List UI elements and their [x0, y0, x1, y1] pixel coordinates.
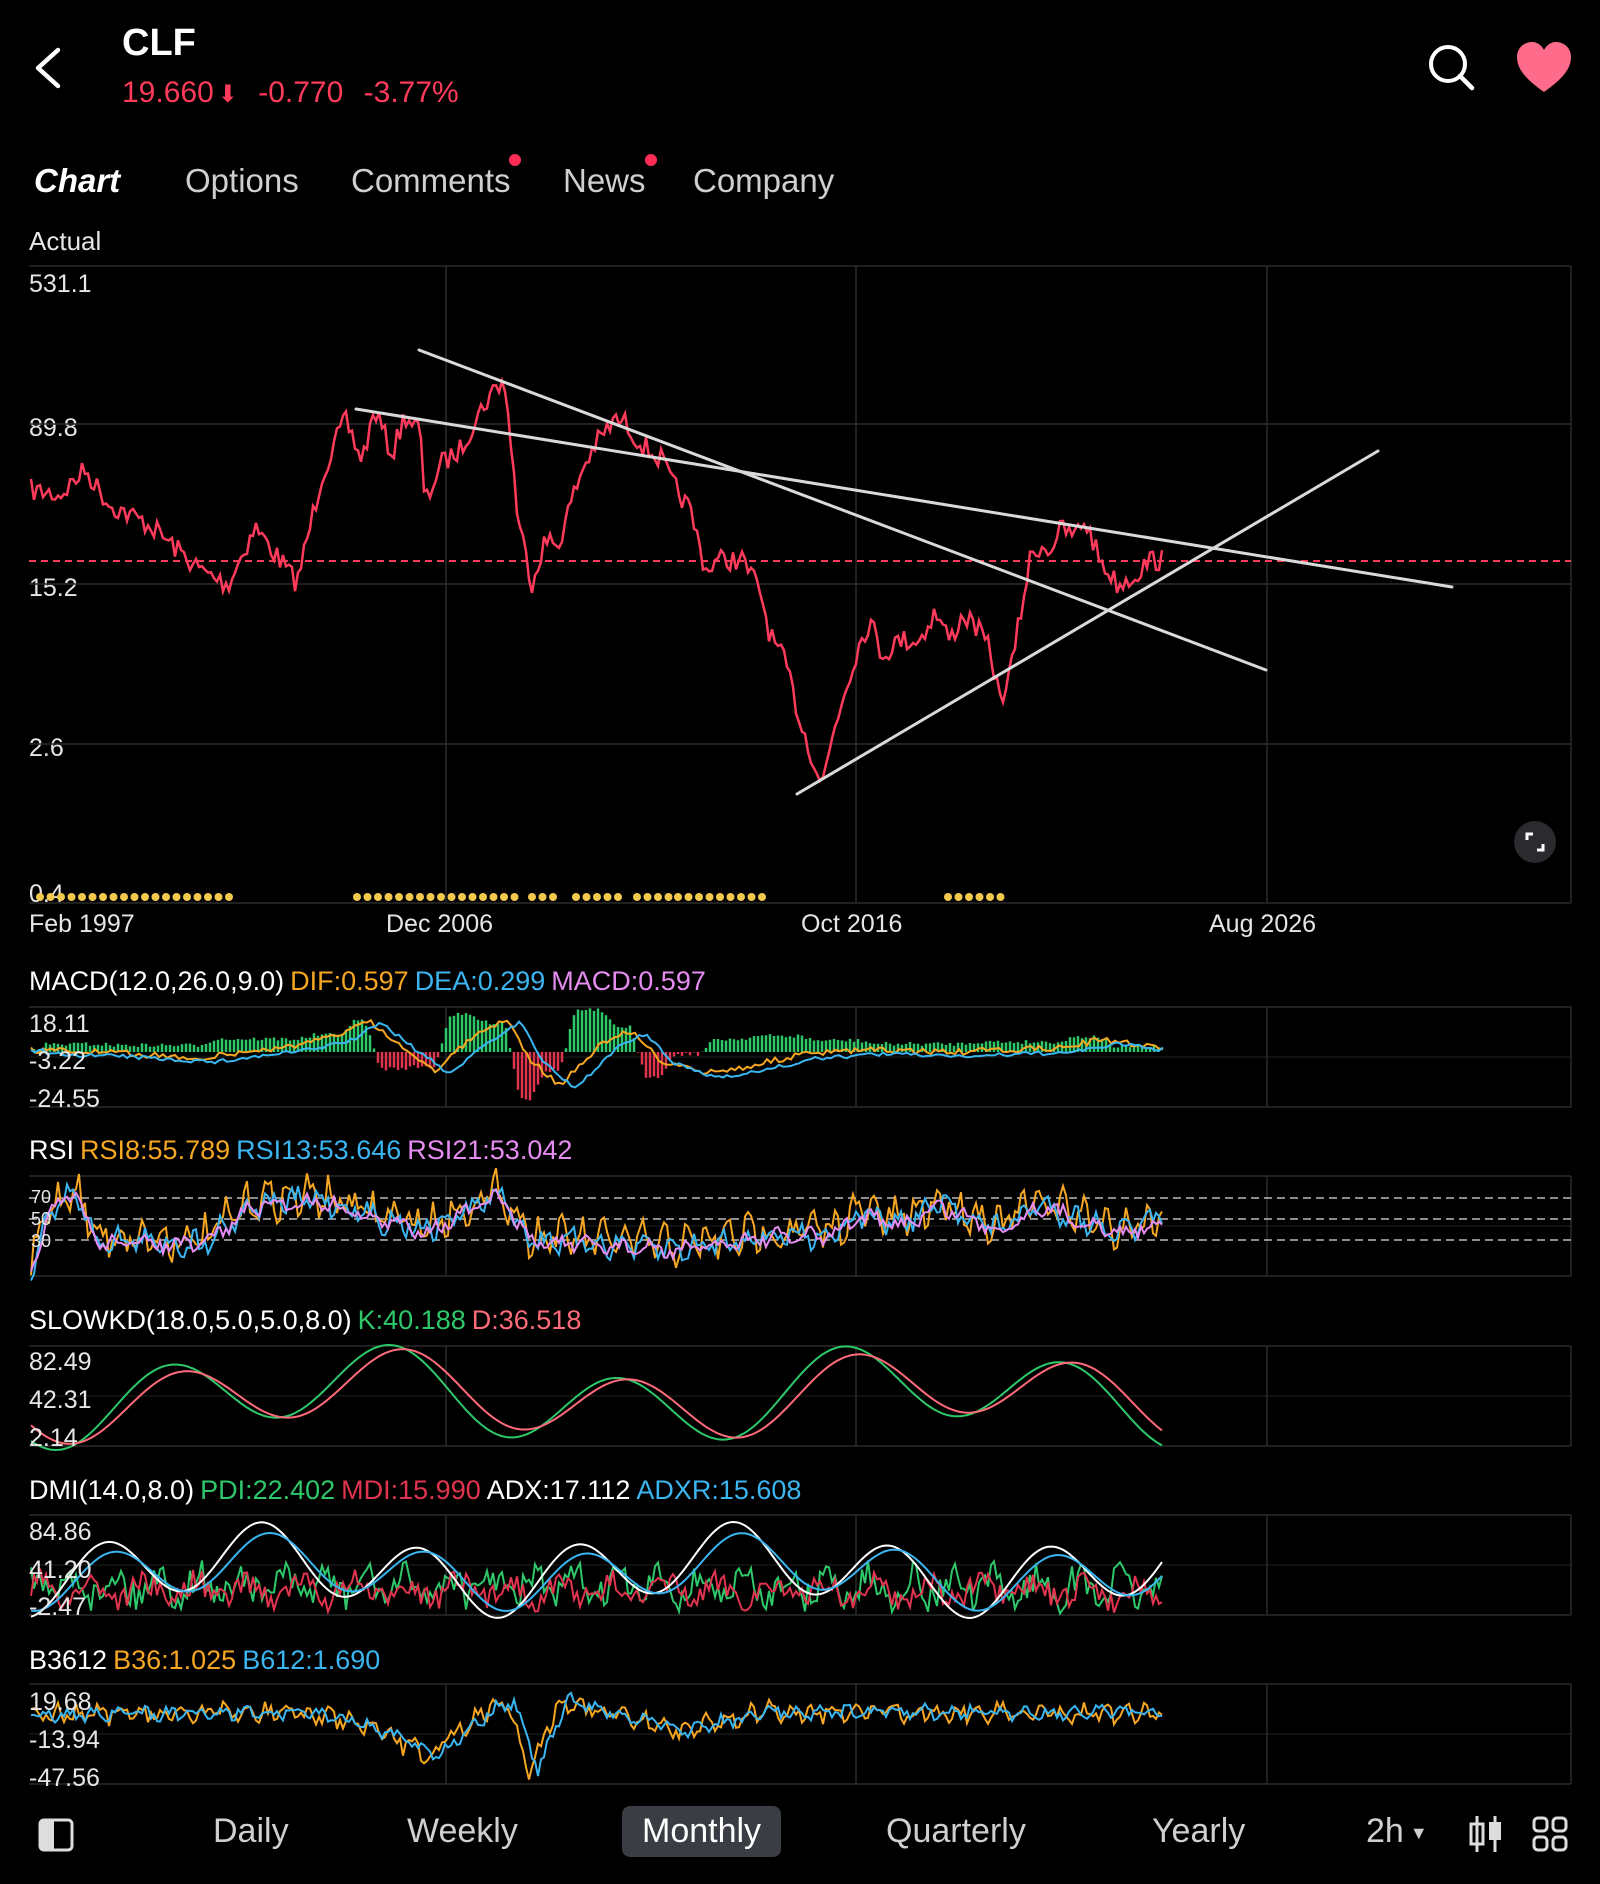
interval-value: 2h: [1366, 1812, 1404, 1850]
indicator-grids: [29, 1006, 1572, 1785]
x-tick: Aug 2026: [1209, 910, 1317, 938]
y-tick: 19.68: [29, 1688, 92, 1716]
heart-icon[interactable]: [1514, 40, 1574, 96]
price-change: -0.770: [258, 76, 344, 109]
interval-select[interactable]: 2h ▼: [1366, 1812, 1428, 1851]
tab-chart-label: Chart: [34, 162, 121, 199]
tab-options[interactable]: Options: [185, 162, 299, 199]
tab-chart[interactable]: Chart: [30, 162, 121, 206]
comments-badge: [509, 154, 521, 166]
dmi-title: DMI(14.0,8.0) PDI:22.402 MDI:15.990 ADX:17.…: [29, 1475, 802, 1505]
period-daily[interactable]: Daily: [213, 1812, 289, 1850]
y-tick: 50: [31, 1209, 52, 1229]
ticker-symbol: CLF: [122, 22, 196, 64]
y-tick: -24.55: [29, 1085, 100, 1113]
down-arrow-icon: ⬇: [217, 81, 238, 108]
y-tick: 2.6: [29, 734, 64, 762]
trendline: [795, 449, 1380, 796]
y-tick: 18.11: [29, 1010, 90, 1038]
y-tick: 70: [31, 1187, 52, 1207]
y-tick: 531.1: [29, 270, 92, 298]
x-tick: Dec 2006: [386, 910, 494, 938]
y-tick: -2.47: [29, 1593, 86, 1621]
back-icon[interactable]: [22, 38, 82, 98]
y-tick: -13.94: [29, 1726, 100, 1754]
slowkd-k-line: [30, 1343, 1163, 1452]
trendline: [417, 348, 1268, 672]
y-tick: 2.14: [29, 1424, 78, 1452]
b3612-title: B3612 B36:1.025 B612:1.690: [29, 1645, 381, 1675]
macd-dea-line: [30, 1020, 1164, 1089]
y-tick: 82.49: [29, 1348, 92, 1376]
rsi13-line: [30, 1181, 1163, 1282]
period-monthly[interactable]: Monthly: [622, 1806, 782, 1857]
period-quarterly[interactable]: Quarterly: [886, 1812, 1026, 1850]
trendline: [354, 407, 1454, 589]
candlestick-icon[interactable]: [1466, 1812, 1506, 1856]
caret-down-icon: ▼: [1409, 1822, 1428, 1843]
dmi-adxr-line: [30, 1531, 1163, 1613]
y-tick: 89.8: [29, 414, 78, 442]
rsi-title: RSI RSI8:55.789 RSI13:53.646 RSI21:53.042: [29, 1135, 573, 1165]
dmi-mdi-line: [30, 1568, 1163, 1616]
panel-toggle-icon[interactable]: [36, 1815, 76, 1855]
y-tick: 15.2: [29, 574, 78, 602]
signal-dots: [36, 893, 1005, 901]
period-yearly[interactable]: Yearly: [1152, 1812, 1246, 1850]
trendlines: [354, 348, 1454, 796]
news-badge: [645, 154, 657, 166]
price-quote: 19.660 ⬇ -0.770 -3.77%: [122, 76, 471, 110]
y-tick: 42.31: [29, 1386, 92, 1414]
b36-line: [30, 1697, 1163, 1780]
last-price: 19.660: [122, 76, 214, 109]
dmi-adx-line: [30, 1520, 1163, 1620]
grid: [29, 265, 1572, 904]
period-weekly[interactable]: Weekly: [407, 1812, 518, 1850]
b612-line: [30, 1691, 1163, 1777]
grid-icon[interactable]: [1530, 1814, 1570, 1854]
price-change-pct: -3.77%: [363, 76, 459, 109]
price-mode-label: Actual: [29, 226, 102, 256]
y-tick: -3.22: [29, 1047, 86, 1075]
macd-dif-line: [30, 1018, 1164, 1086]
expand-icon[interactable]: [1514, 821, 1556, 863]
y-tick: 30: [31, 1231, 52, 1251]
tab-news[interactable]: News: [563, 162, 646, 199]
tab-company[interactable]: Company: [693, 162, 835, 199]
x-tick: Feb 1997: [29, 910, 135, 938]
y-tick: 84.86: [29, 1518, 92, 1546]
y-tick: 41.20: [29, 1556, 92, 1584]
macd-title: MACD(12.0,26.0,9.0) DIF:0.597 DEA:0.299 MAC…: [29, 966, 706, 996]
y-tick: -47.56: [29, 1764, 100, 1792]
slowkd-d-line: [30, 1348, 1163, 1445]
tab-comments[interactable]: Comments: [351, 162, 511, 199]
price-series: [29, 376, 1164, 784]
x-tick: Oct 2016: [801, 910, 903, 938]
rsi21-line: [30, 1187, 1163, 1272]
slowkd-title: SLOWKD(18.0,5.0,5.0,8.0) K:40.188 D:36.518: [29, 1305, 582, 1335]
search-icon[interactable]: [1424, 40, 1480, 96]
